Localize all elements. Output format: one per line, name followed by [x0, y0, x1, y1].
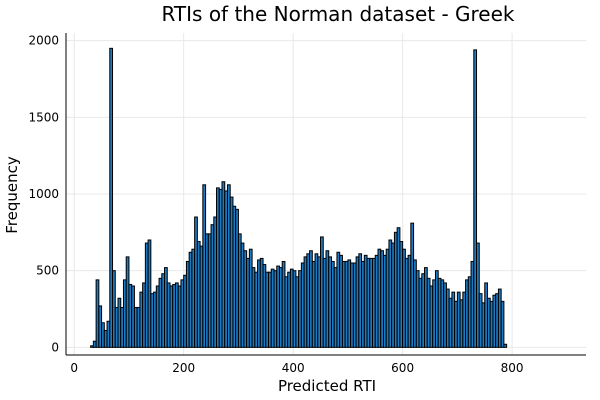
- x-tick-label: 0: [70, 361, 78, 375]
- x-tick-label: 400: [282, 361, 305, 375]
- axes: [65, 33, 586, 356]
- chart-title: RTIs of the Norman dataset - Greek: [161, 2, 514, 26]
- histogram-bar: [500, 300, 505, 348]
- y-tick-label: 1500: [28, 110, 59, 124]
- y-tick-label: 500: [36, 264, 59, 278]
- y-tick-label: 1000: [28, 187, 59, 201]
- histogram-bar: [473, 49, 478, 348]
- y-tick-labels: 0 500 1000 1500 2000: [28, 34, 59, 355]
- x-axis-label: Predicted RTI: [278, 377, 376, 395]
- y-tick-label: 0: [51, 340, 59, 354]
- y-axis-label: Frequency: [3, 156, 21, 234]
- bars: [90, 47, 508, 348]
- x-tick-labels: 0 200 400 600 800: [70, 361, 523, 375]
- y-tick-label: 2000: [28, 34, 59, 48]
- x-tick-label: 800: [501, 361, 524, 375]
- x-tick-label: 200: [172, 361, 195, 375]
- histogram-bar: [109, 47, 114, 348]
- histogram-bar: [503, 343, 508, 348]
- x-tick-label: 600: [391, 361, 414, 375]
